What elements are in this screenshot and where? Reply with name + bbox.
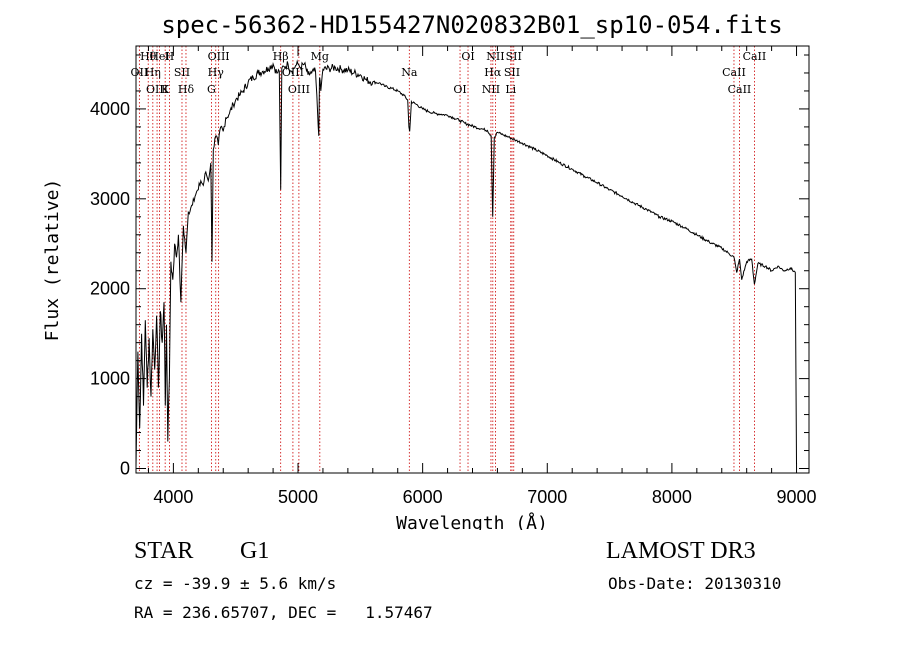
y-tick-label: 2000 bbox=[90, 279, 130, 299]
line-marker-label: K bbox=[161, 83, 170, 96]
line-marker-label: Hα bbox=[484, 66, 502, 79]
plot-frame bbox=[135, 45, 810, 474]
x-axis-label: Wavelength (Å) bbox=[396, 512, 548, 530]
y-tick-label: 4000 bbox=[90, 99, 130, 119]
x-tick-label: 9000 bbox=[777, 487, 817, 507]
x-axis-ticks: 4000 5000 6000 7000 8000 9000 bbox=[147, 46, 817, 507]
line-marker-label: OIII bbox=[288, 83, 310, 96]
line-marker-label: OIII bbox=[146, 83, 168, 96]
line-marker-label: Hθ bbox=[140, 50, 157, 63]
line-marker-label: NII bbox=[486, 50, 504, 63]
line-marker-label: H bbox=[165, 50, 175, 63]
x-tick-label: 8000 bbox=[652, 487, 692, 507]
line-marker-label: CaII bbox=[722, 66, 746, 79]
object-subclass: G1 bbox=[240, 538, 270, 564]
observation-date: Obs-Date: 20130310 bbox=[608, 574, 782, 593]
line-marker-label: SII bbox=[504, 66, 520, 79]
x-tick-label: 5000 bbox=[278, 487, 318, 507]
redshift-velocity: cz = -39.9 ± 5.6 km/s bbox=[134, 574, 337, 593]
line-markers bbox=[138, 46, 755, 473]
line-marker-label: SII bbox=[174, 66, 190, 79]
y-axis-ticks: 0 1000 2000 3000 4000 bbox=[90, 54, 809, 479]
line-marker-label: G bbox=[207, 83, 216, 96]
line-marker-label: Mg bbox=[311, 50, 329, 63]
x-tick-label: 4000 bbox=[153, 487, 193, 507]
line-marker-label: Hη bbox=[145, 66, 161, 79]
x-tick-label: 6000 bbox=[403, 487, 443, 507]
line-marker-label: Hδ bbox=[178, 83, 195, 96]
line-marker-label: OI bbox=[453, 83, 466, 96]
line-marker-label: CaII bbox=[743, 50, 767, 63]
line-marker-label: OI bbox=[461, 50, 474, 63]
line-marker-label: OIII bbox=[208, 50, 230, 63]
line-marker-label: Na bbox=[401, 66, 418, 79]
y-tick-label: 1000 bbox=[90, 369, 130, 389]
line-marker-label: Hγ bbox=[208, 66, 225, 79]
line-marker-label: HeI bbox=[149, 50, 169, 63]
spectrum-chart: spec-56362-HD155427N020832B01_sp10-054.f… bbox=[42, 11, 817, 530]
line-marker-label: CaII bbox=[728, 83, 752, 96]
x-tick-label: 7000 bbox=[527, 487, 567, 507]
survey-name: LAMOST DR3 bbox=[606, 538, 756, 564]
chart-title: spec-56362-HD155427N020832B01_sp10-054.f… bbox=[161, 11, 782, 39]
line-marker-label: Hβ bbox=[273, 50, 289, 63]
y-tick-label: 0 bbox=[120, 459, 130, 479]
line-marker-label: Li bbox=[505, 83, 516, 96]
line-marker-label: SII bbox=[506, 50, 522, 63]
spectrum-line bbox=[135, 59, 797, 467]
object-class: STAR bbox=[134, 538, 194, 564]
y-axis-label: Flux (relative) bbox=[42, 179, 63, 342]
line-marker-label: NII bbox=[482, 83, 500, 96]
coordinates: RA = 236.65707, DEC = 1.57467 bbox=[134, 603, 433, 622]
line-marker-labels: HθOIIOIIIHeIHηKHSIIHδOIIIHγGHβOIIIOIIIMg… bbox=[131, 50, 767, 96]
y-tick-label: 3000 bbox=[90, 189, 130, 209]
